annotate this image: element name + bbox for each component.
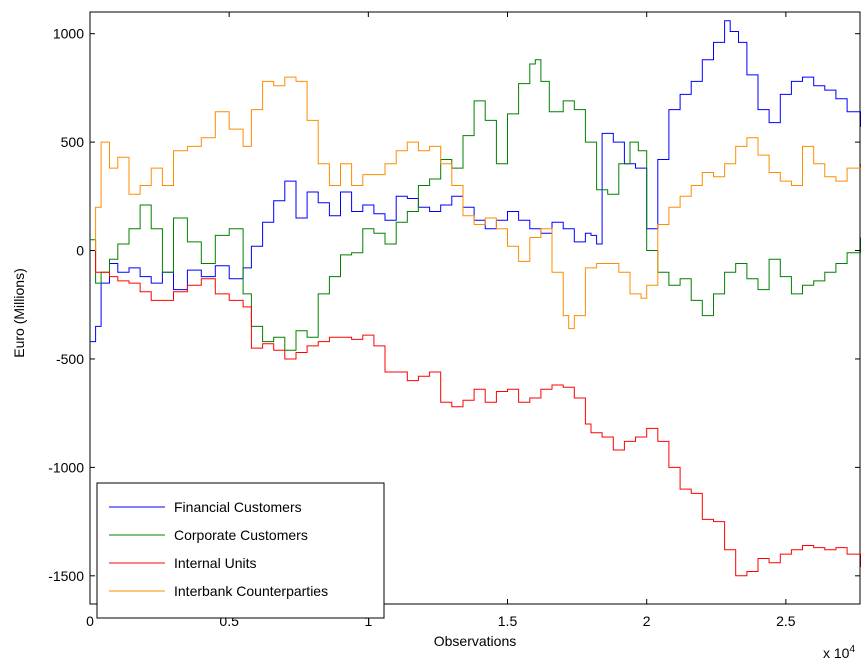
x-axis-exponent-base: x 10 xyxy=(823,645,850,661)
x-tick-label: 1.5 xyxy=(498,613,518,629)
y-tick-label: -500 xyxy=(56,351,84,367)
y-tick-label: -1000 xyxy=(48,459,84,475)
legend-label: Internal Units xyxy=(174,555,256,571)
legend-label: Interbank Counterparties xyxy=(174,583,328,599)
x-axis-label: Observations xyxy=(434,633,516,649)
x-tick-label: 0 xyxy=(86,613,94,629)
y-tick-label: 0 xyxy=(76,243,84,259)
x-tick-label: 2.5 xyxy=(776,613,796,629)
y-axis-label: Euro (Millions) xyxy=(11,268,27,357)
x-axis-exponent-power: 4 xyxy=(849,644,855,655)
series-line-3 xyxy=(90,250,861,577)
legend-label: Corporate Customers xyxy=(174,527,308,543)
y-tick-label: 500 xyxy=(61,134,85,150)
x-tick-label: 2 xyxy=(643,613,651,629)
legend-label: Financial Customers xyxy=(174,499,302,515)
legend: Financial Customers Corporate Customers In… xyxy=(96,482,385,619)
series-layer xyxy=(90,20,861,577)
x-tick-label: 1 xyxy=(364,613,372,629)
series-line-1 xyxy=(90,20,861,343)
y-tick-label: -1500 xyxy=(48,568,84,584)
series-line-2 xyxy=(90,59,861,351)
y-tick-label: 1000 xyxy=(53,26,84,42)
legend-box xyxy=(96,482,385,619)
series-line-4 xyxy=(90,76,861,330)
x-axis-exponent: x 104 xyxy=(823,644,855,661)
